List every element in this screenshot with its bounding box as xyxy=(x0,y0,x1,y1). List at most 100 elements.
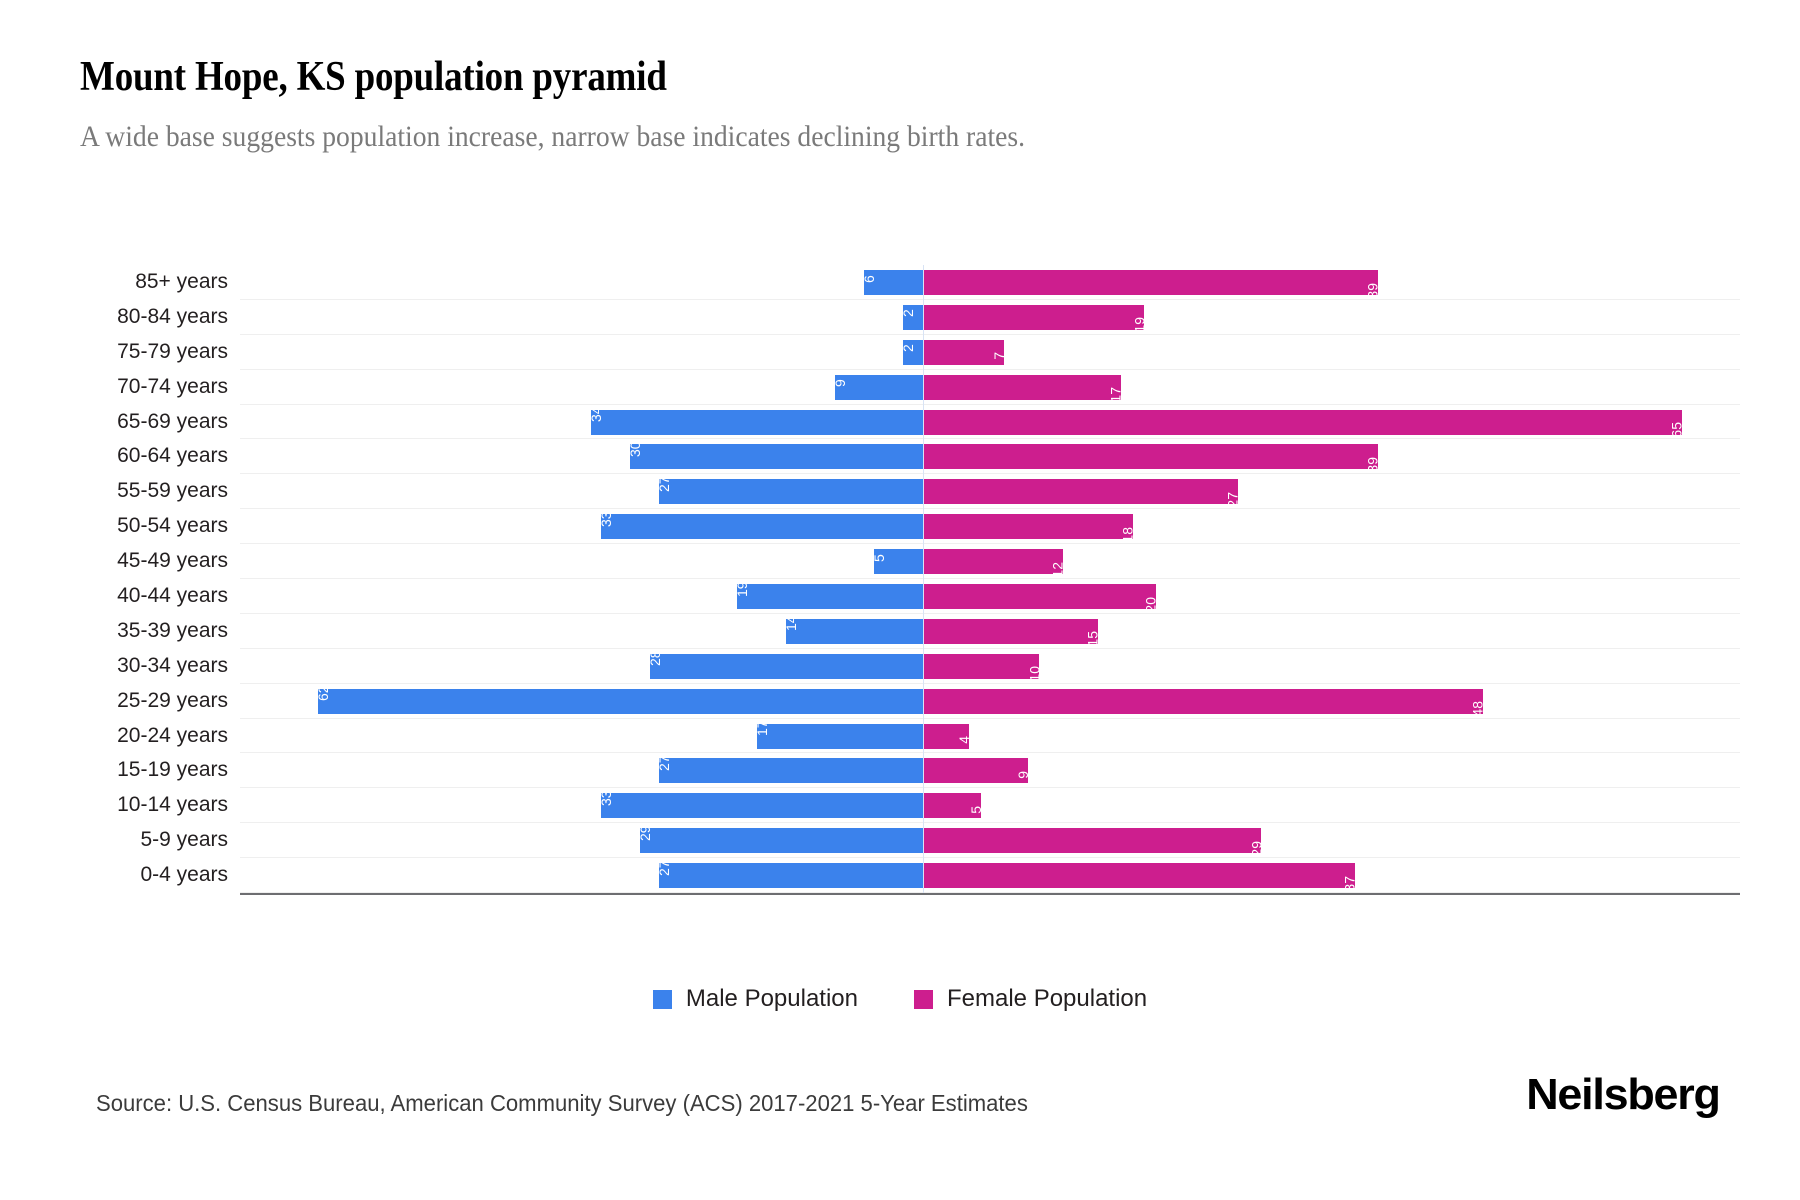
legend-item-male[interactable]: Male Population xyxy=(652,985,858,1013)
bar-track: 9 17 xyxy=(240,370,1740,405)
bar-value-female: 20 xyxy=(1143,596,1160,613)
bar-female[interactable]: 4 xyxy=(922,723,973,749)
bar-value-male: 17 xyxy=(753,720,770,737)
pyramid-row: 45-49 years 5 12 xyxy=(80,544,1740,580)
bar-value-male: 27 xyxy=(656,476,673,492)
gridline xyxy=(240,787,1740,789)
bar-female[interactable]: 9 xyxy=(922,758,1031,784)
bar-track: 33 18 xyxy=(240,509,1740,544)
bar-value-male: 6 xyxy=(861,274,877,283)
chart-header: Mount Hope, KS population pyramid A wide… xyxy=(80,52,1720,156)
y-axis-label: 35-39 years xyxy=(117,618,228,642)
pyramid-row: 35-39 years 14 15 xyxy=(80,614,1740,649)
bar-track: 17 4 xyxy=(240,719,1740,754)
bar-female[interactable]: 19 xyxy=(922,304,1147,333)
bar-value-female: 4 xyxy=(956,736,973,744)
bar-value-female: 65 xyxy=(1668,422,1685,438)
bar-track: 2 19 xyxy=(240,300,1740,335)
pyramid-row: 20-24 years 17 4 xyxy=(80,719,1740,754)
gridline xyxy=(240,717,1740,719)
bar-value-male: 28 xyxy=(646,650,663,667)
pyramid-row: 60-64 years 30 39 xyxy=(80,439,1740,475)
bar-value-male: 2 xyxy=(900,309,916,318)
pyramid-row: 40-44 years 19 20 xyxy=(80,579,1740,614)
gridline xyxy=(240,647,1740,649)
pyramid-row: 5-9 years 29 29 xyxy=(80,823,1740,859)
y-axis-label: 5-9 years xyxy=(140,828,228,852)
bar-female[interactable]: 7 xyxy=(922,339,1008,365)
bar-value-male: 29 xyxy=(636,825,653,841)
bar-female[interactable]: 29 xyxy=(922,828,1264,856)
bar-male[interactable]: 29 xyxy=(636,825,923,854)
pyramid-row: 65-69 years 34 65 xyxy=(80,405,1740,440)
legend-label-female: Female Population xyxy=(947,985,1148,1012)
bar-female[interactable]: 39 xyxy=(922,444,1381,473)
bar-value-male: 19 xyxy=(734,580,751,597)
bar-female[interactable]: 10 xyxy=(922,653,1042,682)
bar-male[interactable]: 9 xyxy=(832,374,923,400)
gridline xyxy=(240,473,1740,475)
y-axis-label: 70-74 years xyxy=(117,374,228,398)
bar-female[interactable]: 48 xyxy=(922,688,1487,717)
bar-male[interactable]: 34 xyxy=(588,406,923,435)
gridline xyxy=(240,612,1740,614)
bar-male[interactable]: 30 xyxy=(627,441,923,470)
bar-male[interactable]: 27 xyxy=(656,476,923,505)
bar-value-male: 34 xyxy=(588,406,604,423)
bar-male[interactable]: 14 xyxy=(783,616,923,644)
pyramid-row: 80-84 years 2 19 xyxy=(80,300,1740,335)
pyramid-row: 85+ years 6 39 xyxy=(80,265,1740,300)
bar-value-male: 2 xyxy=(900,344,916,353)
page-title: Mount Hope, KS population pyramid xyxy=(80,54,667,100)
bar-female[interactable]: 12 xyxy=(922,549,1066,577)
y-axis-label: 75-79 years xyxy=(117,339,228,363)
bar-track: 27 27 xyxy=(240,474,1740,509)
gridline xyxy=(240,752,1740,754)
y-axis-label: 45-49 years xyxy=(117,549,228,573)
bar-male[interactable]: 2 xyxy=(900,304,923,330)
pyramid-row: 50-54 years 33 18 xyxy=(80,509,1740,545)
bar-male[interactable]: 62 xyxy=(315,686,923,714)
bar-male[interactable]: 6 xyxy=(861,270,923,295)
bar-female[interactable]: 27 xyxy=(922,479,1241,507)
pyramid-row: 10-14 years 33 5 xyxy=(80,788,1740,824)
bar-male[interactable]: 27 xyxy=(656,755,923,784)
bar-male[interactable]: 2 xyxy=(900,339,923,365)
bar-female[interactable]: 17 xyxy=(922,374,1124,403)
y-axis-label: 40-44 years xyxy=(117,584,228,608)
bar-female[interactable]: 39 xyxy=(922,270,1381,298)
gridline xyxy=(240,543,1740,545)
y-axis-label: 60-64 years xyxy=(117,444,228,468)
bar-female[interactable]: 37 xyxy=(922,863,1358,891)
bar-male[interactable]: 5 xyxy=(871,549,923,575)
bar-male[interactable]: 28 xyxy=(646,650,923,679)
bar-male[interactable]: 17 xyxy=(753,720,923,749)
bar-male[interactable]: 33 xyxy=(598,790,923,819)
y-axis-label: 80-84 years xyxy=(117,304,228,328)
bar-male[interactable]: 33 xyxy=(598,511,923,540)
bar-female[interactable]: 15 xyxy=(922,618,1101,647)
bar-female[interactable]: 5 xyxy=(922,793,984,819)
brand-logo: Neilsberg xyxy=(1526,1070,1721,1119)
x-axis-baseline xyxy=(240,893,1740,895)
bar-female[interactable]: 20 xyxy=(922,584,1159,612)
bar-male[interactable]: 19 xyxy=(734,580,923,610)
chart-subtitle: A wide base suggests population increase… xyxy=(80,120,1026,153)
bar-male[interactable]: 27 xyxy=(656,860,923,889)
bar-track: 19 20 xyxy=(240,579,1740,614)
gridline xyxy=(240,403,1740,405)
bar-female[interactable]: 65 xyxy=(922,409,1685,438)
bar-value-female: 7 xyxy=(991,352,1008,361)
legend-swatch-male-icon xyxy=(652,989,672,1009)
bar-value-female: 5 xyxy=(967,805,984,814)
gridline xyxy=(240,298,1740,300)
y-axis-label: 85+ years xyxy=(135,270,228,293)
legend-item-female[interactable]: Female Population xyxy=(914,985,1147,1013)
bar-value-female: 48 xyxy=(1470,701,1487,717)
pyramid-row: 25-29 years 62 48 xyxy=(80,684,1740,719)
pyramid-row: 15-19 years 27 9 xyxy=(80,753,1740,789)
source-note: Source: U.S. Census Bureau, American Com… xyxy=(96,1090,1028,1116)
bar-female[interactable]: 18 xyxy=(922,514,1136,542)
plot-area: 85+ years 6 39 80-84 years 2 19 75-79 years 2 7 7… xyxy=(80,265,1740,925)
